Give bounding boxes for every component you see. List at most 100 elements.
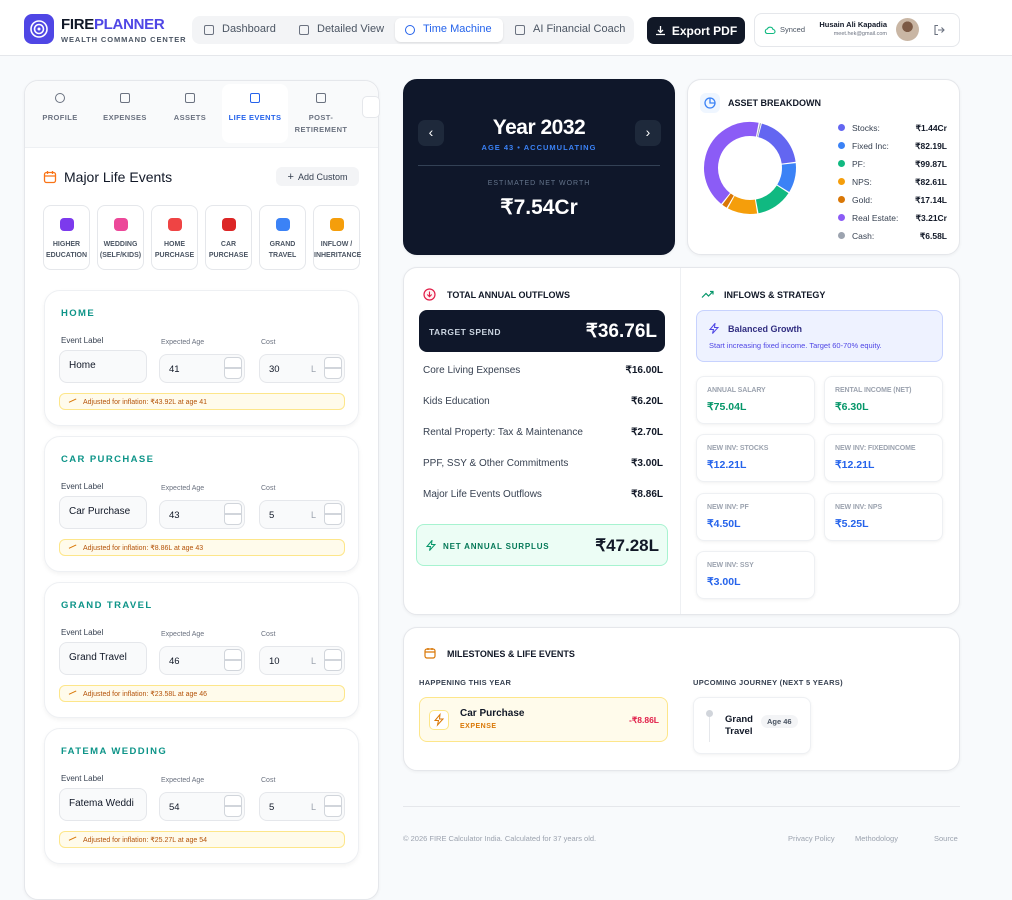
spinner[interactable]	[224, 514, 242, 525]
number-input[interactable]: 30 L	[259, 354, 345, 383]
trend-icon	[68, 544, 78, 551]
download-icon	[655, 26, 665, 36]
number-input[interactable]: 10 L	[259, 646, 345, 675]
outflow-label: Rental Property: Tax & Maintenance	[423, 427, 583, 438]
preset-button[interactable]: INFLOW / INHERITANCE	[313, 205, 361, 270]
page-root: FIREPLANNER {"header":{"brand_first":"FI…	[0, 13, 1012, 900]
nav-icon	[204, 25, 214, 35]
tab-label[interactable]: ASSETS	[173, 113, 207, 122]
this-year-box	[419, 697, 668, 742]
tab-label[interactable]: PROFILE	[42, 113, 78, 122]
label-input[interactable]: Home	[59, 350, 147, 383]
number-input-value: 5	[269, 802, 275, 813]
spinner[interactable]	[224, 503, 242, 514]
inflation-text: Adjusted for inflation: ₹43.92L at age 4…	[83, 399, 208, 406]
event-title: CAR PURCHASE	[61, 454, 155, 465]
inflation-text: Adjusted for inflation: ₹25.27L at age 5…	[83, 837, 208, 844]
nav-item[interactable]: AI Financial Coach	[533, 23, 626, 35]
tab-label[interactable]: POST-RETIREMENT	[294, 113, 348, 134]
footer-link[interactable]: Privacy Policy	[788, 834, 835, 843]
label-input[interactable]: Grand Travel	[59, 642, 147, 675]
strategy-box	[696, 310, 943, 362]
bolt-icon	[426, 540, 436, 551]
legend-name: Real Estate:	[852, 213, 899, 223]
timeline-line	[709, 717, 710, 742]
logo[interactable]	[24, 14, 54, 44]
field-caption: Expected Age	[161, 631, 205, 638]
number-input-value: 5	[269, 510, 275, 521]
surplus-box	[416, 524, 668, 566]
field-caption: Expected Age	[161, 777, 205, 784]
inflation-note: Adjusted for inflation: ₹8.86L at age 43	[59, 539, 345, 556]
export-button[interactable]: Export PDF	[647, 17, 745, 44]
footer-link[interactable]: Source	[934, 834, 958, 843]
preset-button[interactable]: HOME PURCHASE	[151, 205, 198, 270]
preset-button[interactable]: WEDDING (SELF/KIDS)	[97, 205, 144, 270]
spinner[interactable]	[224, 795, 242, 806]
outflow-value: ₹2.70L	[631, 427, 663, 438]
panel-toggle[interactable]	[362, 96, 380, 118]
spinner[interactable]	[324, 368, 342, 379]
footer-copyright: © 2026 FIRE Calculator India. Calculated…	[403, 834, 597, 843]
nav-item[interactable]: Dashboard	[222, 23, 276, 35]
preset-button[interactable]: CAR PURCHASE	[205, 205, 252, 270]
label-input-value: Home	[69, 360, 96, 371]
label-input[interactable]: Car Purchase	[59, 496, 147, 529]
year-label: Year 2032	[492, 116, 586, 139]
spinner[interactable]	[224, 806, 242, 817]
tile-value: ₹5.25L	[835, 517, 869, 530]
footer-divider	[403, 806, 960, 807]
footer-link[interactable]: Methodology	[855, 834, 898, 843]
tab-label[interactable]: EXPENSES	[103, 113, 147, 122]
spinner[interactable]	[324, 795, 342, 806]
spinner[interactable]	[324, 649, 342, 660]
nav-item[interactable]: Detailed View	[317, 23, 385, 35]
preset-button[interactable]: GRAND TRAVEL	[259, 205, 306, 270]
unit-label: L	[311, 802, 317, 812]
spinner[interactable]	[324, 503, 342, 514]
number-input[interactable]: 43	[159, 500, 245, 529]
inflation-note: Adjusted for inflation: ₹23.58L at age 4…	[59, 685, 345, 702]
label-input[interactable]: Fatema Weddi	[59, 788, 147, 821]
add-custom-button[interactable]: + Add Custom	[276, 167, 359, 186]
spinner[interactable]	[224, 660, 242, 671]
export-label: Export PDF	[671, 23, 738, 38]
number-input[interactable]: 46	[159, 646, 245, 675]
section-title: Major Life Events	[64, 169, 173, 185]
avatar[interactable]	[896, 18, 919, 41]
prev-year-button[interactable]: ‹	[418, 120, 444, 146]
tile-label: NEW INV: FIXEDINCOME	[835, 445, 916, 453]
nav-item[interactable]: Time Machine	[423, 23, 492, 35]
number-input[interactable]: 54	[159, 792, 245, 821]
user-card	[754, 13, 960, 47]
spinner[interactable]	[324, 514, 342, 525]
this-year-event: Car Purchase	[460, 708, 525, 719]
spinner[interactable]	[324, 806, 342, 817]
shape	[764, 26, 776, 35]
spinner[interactable]	[224, 368, 242, 379]
field-caption: Event Label	[61, 482, 104, 491]
tile-value: ₹12.21L	[707, 459, 747, 472]
tab-label[interactable]: LIFE EVENTS	[228, 113, 282, 122]
number-input[interactable]: 41	[159, 354, 245, 383]
field-caption: Cost	[261, 631, 276, 638]
asset-title: ASSET BREAKDOWN	[728, 98, 822, 108]
next-year-button[interactable]: ›	[635, 120, 661, 146]
tab-icon	[250, 93, 260, 103]
outflow-label: PPF, SSY & Other Commitments	[423, 458, 569, 469]
target-box	[419, 310, 665, 352]
spinner[interactable]	[324, 660, 342, 671]
spinner[interactable]	[224, 649, 242, 660]
outflow-value: ₹8.86L	[631, 489, 663, 500]
brand-second: PLANNER	[93, 16, 165, 33]
spinner[interactable]	[324, 357, 342, 368]
spinner[interactable]	[224, 357, 242, 368]
number-input-value: 46	[169, 656, 180, 667]
preset-label: GRAND TRAVEL	[268, 241, 297, 259]
preset-button[interactable]: HIGHER EDUCATION	[43, 205, 90, 270]
label-input-value: Car Purchase	[69, 506, 131, 517]
tab-icon	[316, 93, 326, 103]
logout-icon[interactable]	[933, 24, 945, 36]
